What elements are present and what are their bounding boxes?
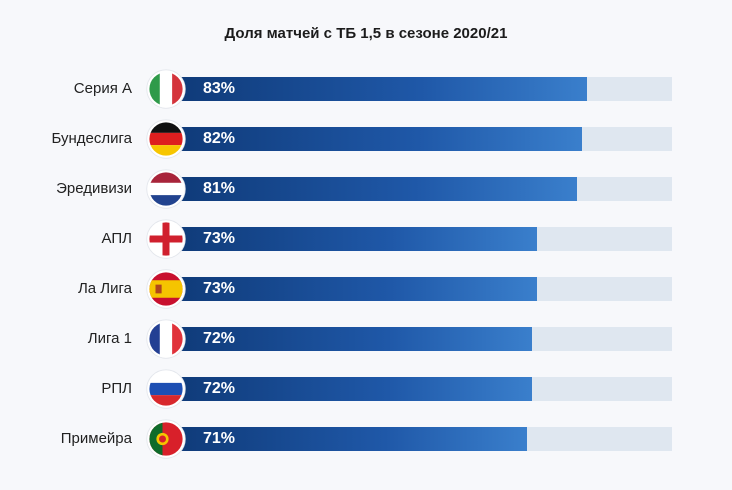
category-label: Эредивизи <box>56 180 132 197</box>
portugal-flag-icon <box>146 419 186 459</box>
value-label: 73% <box>203 280 236 297</box>
category-label: Примейра <box>60 430 132 447</box>
bar-track <box>172 427 672 451</box>
value-label: 72% <box>203 380 236 397</box>
bar <box>172 277 537 301</box>
bar-row: АПЛ 73% <box>0 214 732 264</box>
bar <box>172 377 532 401</box>
france-flag-icon <box>146 319 186 359</box>
value-label: 82% <box>203 130 236 147</box>
bar-row: Лига 1 72% <box>0 314 732 364</box>
bar-row: Ла Лига 73% <box>0 264 732 314</box>
bar-track <box>172 127 672 151</box>
value-label: 81% <box>203 180 236 197</box>
england-flag-icon <box>146 219 186 259</box>
bar-track <box>172 77 672 101</box>
bar-track <box>172 327 672 351</box>
value-label: 72% <box>203 330 236 347</box>
value-label: 71% <box>203 430 236 447</box>
category-label: Бундеслига <box>51 130 132 147</box>
bar <box>172 127 582 151</box>
bar-track <box>172 277 672 301</box>
bar-row: Эредивизи 81% <box>0 164 732 214</box>
spain-flag-icon <box>146 269 186 309</box>
bar-row: Бундеслига 82% <box>0 114 732 164</box>
russia-flag-icon <box>146 369 186 409</box>
italy-flag-icon <box>146 69 186 109</box>
bar-row: Серия А 83% <box>0 64 732 114</box>
bar-row: Примейра 71% <box>0 414 732 464</box>
category-label: Лига 1 <box>87 330 132 347</box>
bar <box>172 177 577 201</box>
bar <box>172 227 537 251</box>
bar-track <box>172 377 672 401</box>
category-label: АПЛ <box>101 230 132 247</box>
bar-row: РПЛ 72% <box>0 364 732 414</box>
chart-title: Доля матчей с ТБ 1,5 в сезоне 2020/21 <box>224 25 508 42</box>
value-label: 73% <box>203 230 236 247</box>
bar <box>172 327 532 351</box>
netherlands-flag-icon <box>146 169 186 209</box>
category-label: РПЛ <box>101 380 132 397</box>
category-label: Серия А <box>73 80 132 97</box>
bar-track <box>172 177 672 201</box>
bar <box>172 77 587 101</box>
germany-flag-icon <box>146 119 186 159</box>
category-label: Ла Лига <box>77 280 132 297</box>
bar-track <box>172 227 672 251</box>
bar <box>172 427 527 451</box>
value-label: 83% <box>203 80 236 97</box>
